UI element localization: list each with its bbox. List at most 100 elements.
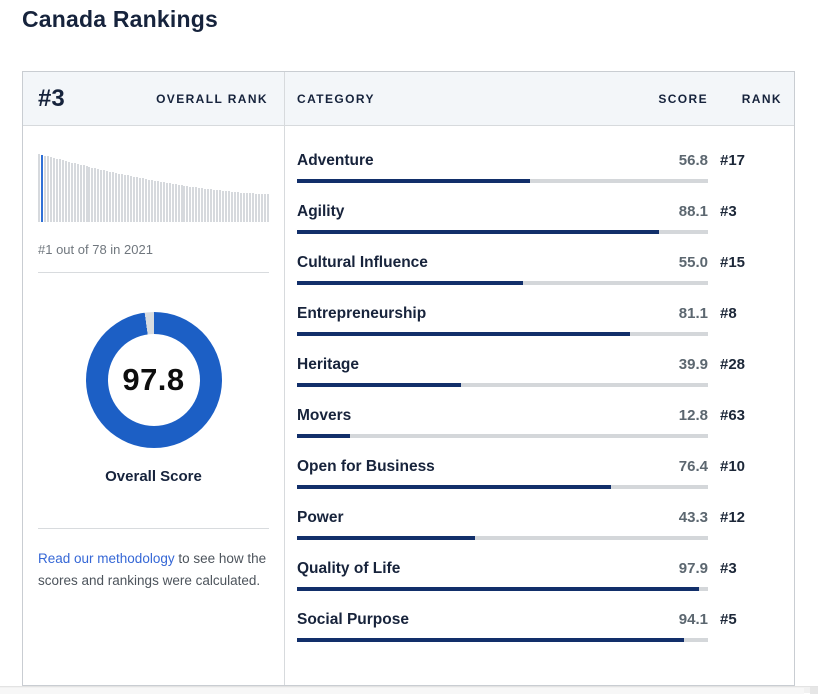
category-label: Cultural Influence (297, 254, 428, 271)
category-table-header: CATEGORY SCORE RANK (285, 72, 794, 126)
country-bar (43, 156, 46, 222)
score-value: 94.1 (678, 611, 708, 628)
header-rank: RANK (741, 91, 782, 106)
table-row: Adventure 56.8 #17 (297, 138, 782, 189)
country-bar (210, 189, 213, 222)
country-bar (67, 162, 70, 222)
country-bar (109, 172, 112, 222)
score-value: 97.9 (678, 560, 708, 577)
country-bar (180, 185, 183, 222)
score-bar-track (297, 383, 708, 387)
score-bar-fill (297, 332, 631, 336)
country-bar (254, 194, 257, 222)
country-bar (213, 190, 216, 222)
scrollbar-corner (810, 687, 818, 694)
country-bar (156, 181, 159, 222)
country-bar (141, 178, 144, 222)
country-bar (263, 194, 266, 222)
country-bar (124, 175, 127, 222)
table-row: Entrepreneurship 81.1 #8 (297, 291, 782, 342)
rank-value: #10 (720, 458, 746, 475)
country-bar (177, 185, 180, 222)
rankings-card: #3 OVERALL RANK #1 out of 78 in 2021 97.… (22, 71, 795, 686)
category-label: Movers (297, 407, 352, 424)
horizontal-scrollbar[interactable] (0, 686, 818, 694)
country-bar (198, 188, 201, 222)
overall-score-donut: 97.8 (85, 312, 222, 448)
rank-value: #5 (720, 611, 737, 628)
rank-value: #8 (720, 305, 737, 322)
country-bar (165, 183, 168, 222)
category-label: Quality of Life (297, 560, 401, 577)
country-bar (162, 182, 165, 222)
score-bar-fill (297, 230, 660, 234)
country-bar (106, 171, 109, 222)
score-value: 12.8 (678, 407, 708, 424)
country-bar (103, 170, 106, 222)
score-bar-fill (297, 587, 700, 591)
country-bar (207, 189, 210, 222)
score-value: 39.9 (678, 356, 708, 373)
score-bar-fill (297, 383, 461, 387)
country-bar (118, 174, 121, 222)
country-bar (76, 164, 79, 222)
country-bar (91, 168, 94, 222)
rank-value: #3 (720, 203, 737, 220)
rank-value: #15 (720, 254, 746, 271)
country-bar (257, 194, 260, 222)
country-bar (97, 169, 100, 222)
rank-value: #12 (720, 509, 746, 526)
country-bar (85, 166, 88, 222)
table-row: Agility 88.1 #3 (297, 189, 782, 240)
country-bar (55, 159, 58, 222)
country-bar (150, 180, 153, 222)
country-bar (64, 161, 67, 222)
country-bar (236, 192, 239, 222)
country-bar (248, 193, 251, 222)
page-title: Canada Rankings (22, 6, 218, 32)
rank-value: #3 (720, 560, 737, 577)
scrollbar-thumb[interactable] (0, 688, 804, 694)
table-row: Heritage 39.9 #28 (297, 342, 782, 393)
country-bar (171, 184, 174, 222)
score-value: 43.3 (678, 509, 708, 526)
score-bar-fill (297, 281, 524, 285)
score-bar-track (297, 230, 708, 234)
methodology-link[interactable]: Read our methodology (38, 551, 175, 566)
country-bar (138, 178, 141, 222)
country-bar (228, 191, 230, 222)
divider (38, 272, 269, 273)
category-label: Agility (297, 203, 345, 220)
country-bar (88, 167, 91, 222)
score-bar-track (297, 485, 708, 489)
country-bar (133, 177, 135, 222)
country-bar (46, 156, 49, 222)
table-row: Power 43.3 #12 (297, 495, 782, 546)
rank-value: #17 (720, 152, 746, 169)
score-bar-fill (297, 638, 684, 642)
country-bar (127, 175, 130, 222)
score-bar-track (297, 332, 708, 336)
country-bar (159, 182, 162, 222)
country-bar (242, 193, 245, 222)
score-value: 56.8 (678, 152, 708, 169)
score-bar-fill (297, 536, 475, 540)
overall-rank-header: #3 OVERALL RANK (23, 72, 284, 126)
overall-rank-label: OVERALL RANK (156, 91, 268, 106)
table-row: Quality of Life 97.9 #3 (297, 546, 782, 597)
country-bar (239, 193, 242, 222)
country-bar (245, 193, 248, 222)
country-bar (204, 189, 207, 222)
country-bar (183, 186, 186, 222)
score-bar-track (297, 536, 708, 540)
country-bar (121, 174, 124, 222)
table-row: Cultural Influence 55.0 #15 (297, 240, 782, 291)
highlighted-country-bar (40, 155, 43, 222)
country-bar (168, 183, 171, 222)
rank-value: #63 (720, 407, 746, 424)
category-rows: Adventure 56.8 #17 Agility 88.1 #3 Cultural In… (285, 126, 794, 648)
country-bar (260, 194, 263, 222)
methodology-rest: to see how the scores and rankings were … (38, 551, 267, 588)
country-bar (52, 158, 55, 222)
country-bar (144, 179, 147, 222)
